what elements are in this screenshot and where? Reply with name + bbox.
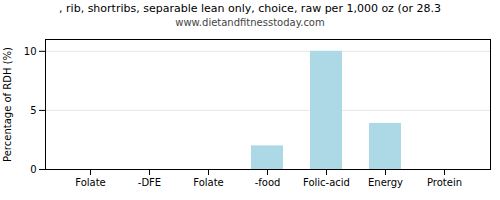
svg-text:-food: -food — [255, 177, 281, 188]
svg-text:Percentage of RDH (%): Percentage of RDH (%) — [2, 47, 13, 162]
svg-text:-DFE: -DFE — [138, 177, 161, 188]
svg-text:Folic-acid: Folic-acid — [303, 177, 350, 188]
svg-text:Protein: Protein — [427, 177, 462, 188]
html-text:, rib, shortribs, separable le: , rib, shortribs, separable lean only, c… — [59, 2, 441, 15]
svg-text:Folate: Folate — [193, 177, 224, 188]
svg-text:Energy: Energy — [368, 177, 403, 188]
svg-text:5: 5 — [30, 105, 36, 116]
html-text:www.dietandfitnesstoday.com: www.dietandfitnesstoday.com — [175, 17, 325, 28]
svg-text:Folate: Folate — [75, 177, 106, 188]
svg-text:0: 0 — [30, 164, 36, 175]
svg-text:10: 10 — [24, 46, 37, 57]
